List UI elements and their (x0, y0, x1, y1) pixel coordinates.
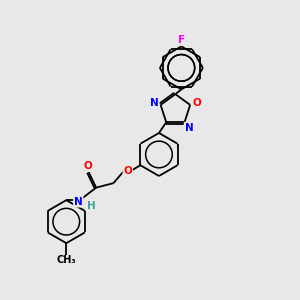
Text: H: H (87, 200, 95, 211)
Text: N: N (184, 123, 194, 133)
Text: O: O (84, 161, 92, 171)
Text: N: N (150, 98, 158, 108)
Text: O: O (123, 166, 132, 176)
Text: CH₃: CH₃ (56, 255, 76, 265)
Text: N: N (74, 197, 82, 207)
Text: F: F (178, 35, 185, 45)
Text: O: O (192, 98, 201, 108)
